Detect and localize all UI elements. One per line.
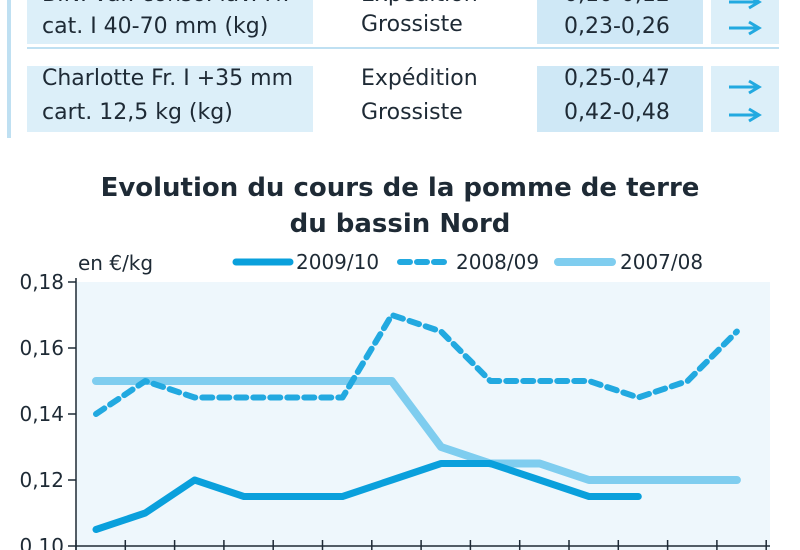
stage-label: Expédition [361,66,478,91]
y-tick-label: 0,14 [19,402,64,426]
trend-cell [711,0,779,44]
row-divider [27,47,779,49]
y-tick-label: 0,16 [19,336,64,360]
legend-label: 2008/09 [456,250,539,274]
series-line-2009-10 [92,460,642,533]
right-arrow-icon [729,20,762,36]
product-cell [27,66,313,132]
y-axis-label: en €/kg [78,251,153,275]
stage-label: Expédition [361,0,478,10]
price-table: BIN. var. conso. lav. Fr. cat. I 40-70 m… [0,0,800,140]
table-left-rule [7,0,11,138]
price-cell [537,0,703,44]
price-range: 0,25-0,47 [564,66,670,91]
stage-label: Grossiste [361,100,463,125]
legend-label: 2009/10 [296,250,379,274]
chart-subtitle: du bassin Nord [289,209,511,239]
chart-title: Evolution du cours de la pomme de terre [100,173,700,203]
product-cell [27,0,313,44]
right-arrow-icon [729,107,762,123]
price-range: 0,42-0,48 [564,100,670,125]
stage-label: Grossiste [361,12,463,37]
product-name-line1: Charlotte Fr. I +35 mm [42,66,294,91]
right-arrow-icon [729,79,762,95]
y-tick-label: 0,10 [19,534,64,550]
product-name-line2: cat. I 40-70 mm (kg) [42,14,269,39]
price-range: 0,10-0,12 [564,0,670,10]
product-name-line1: BIN. var. conso. lav. Fr. [42,0,290,10]
product-name-line2: cart. 12,5 kg (kg) [42,100,233,125]
series-line-2008-09 [93,312,740,417]
right-arrow-icon [729,0,762,10]
plot-area [76,282,770,550]
legend-label: 2007/08 [620,250,703,274]
price-range: 0,23-0,26 [564,14,670,39]
y-tick-label: 0,18 [19,270,64,294]
y-tick-label: 0,12 [19,468,64,492]
series-line-2007-08 [92,377,741,484]
trend-cell [711,66,779,132]
price-cell [537,66,703,132]
